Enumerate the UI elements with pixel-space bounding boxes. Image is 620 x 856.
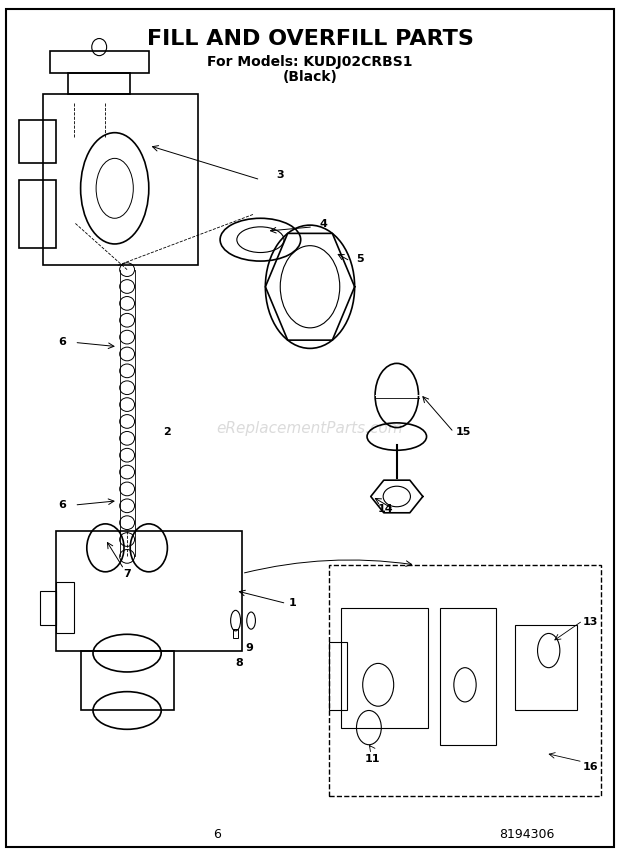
Text: 5: 5 — [356, 253, 364, 264]
Bar — [19, 120, 56, 163]
Text: 6: 6 — [58, 337, 66, 348]
Text: 4: 4 — [319, 219, 327, 229]
Text: 8: 8 — [236, 657, 243, 668]
Bar — [81, 651, 174, 710]
Text: 14: 14 — [378, 504, 394, 514]
Text: 2: 2 — [164, 427, 171, 437]
Text: 15: 15 — [456, 427, 471, 437]
Bar — [56, 531, 242, 651]
Text: 9: 9 — [245, 643, 253, 653]
Text: 6: 6 — [213, 828, 221, 841]
Text: 16: 16 — [583, 763, 598, 772]
Bar — [329, 565, 601, 796]
Text: 11: 11 — [365, 754, 379, 764]
Text: For Models: KUDJ02CRBS1: For Models: KUDJ02CRBS1 — [207, 55, 413, 68]
Bar — [329, 642, 347, 710]
Bar — [56, 582, 74, 633]
Bar — [440, 608, 496, 745]
Text: eReplacementParts.com: eReplacementParts.com — [216, 420, 404, 436]
Text: FILL AND OVERFILL PARTS: FILL AND OVERFILL PARTS — [146, 28, 474, 49]
Text: 1: 1 — [288, 598, 296, 609]
Bar — [233, 629, 238, 638]
Bar — [19, 180, 56, 248]
Text: 7: 7 — [123, 568, 131, 579]
Bar — [341, 608, 428, 728]
Bar — [68, 73, 130, 94]
Text: 13: 13 — [583, 617, 598, 627]
Text: 8194306: 8194306 — [499, 828, 555, 841]
Bar — [43, 94, 198, 265]
Bar — [515, 625, 577, 710]
Bar — [50, 51, 149, 73]
Text: 3: 3 — [276, 170, 283, 181]
Bar — [40, 591, 56, 625]
Text: (Black): (Black) — [283, 70, 337, 84]
Text: 6: 6 — [58, 500, 66, 510]
